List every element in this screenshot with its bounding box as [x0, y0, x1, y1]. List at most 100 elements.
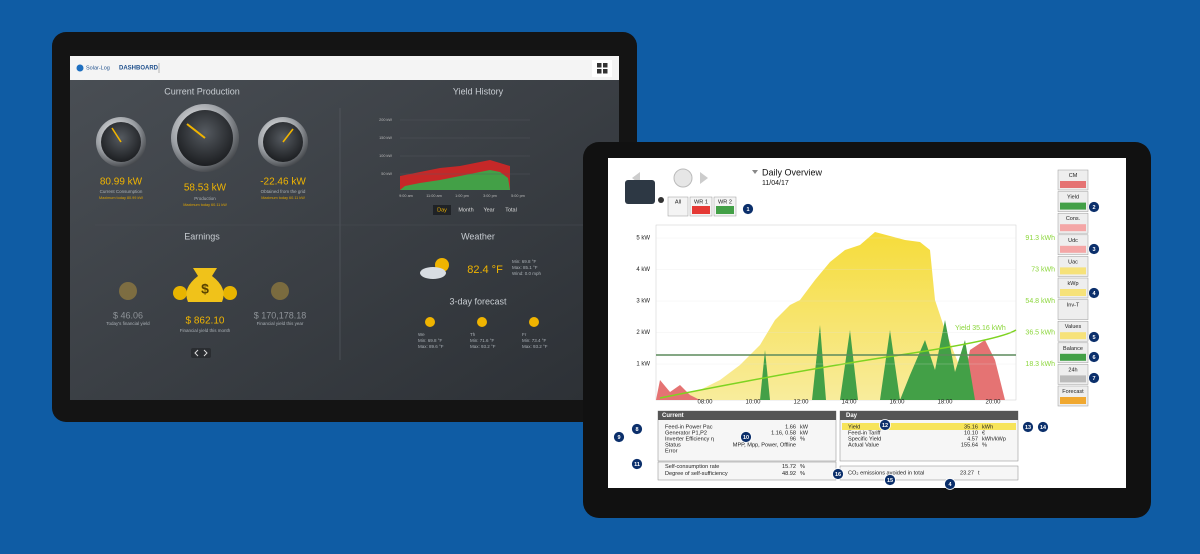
section-title: 3-day forecast [449, 296, 507, 306]
side-button[interactable]: Uac [1057, 256, 1089, 277]
forecast-day: We [418, 332, 425, 337]
side-button-label[interactable]: kWp [1068, 281, 1079, 287]
summary-unit: % [800, 464, 805, 470]
side-button[interactable]: Forecast [1057, 385, 1089, 407]
menu-dot [603, 63, 608, 68]
callout: 4 [944, 478, 956, 490]
tab-active[interactable] [433, 205, 451, 215]
earning-label: Financial yield this year [257, 321, 304, 326]
row-unit: kW [800, 430, 809, 436]
row-value: 96 [790, 436, 796, 442]
callout-badge [740, 431, 752, 443]
side-button-label[interactable]: CM [1069, 173, 1078, 179]
callout-badge [884, 474, 896, 486]
right-axis-label: 54.8 kWh [1025, 298, 1055, 305]
side-button[interactable]: Inv-T [1057, 299, 1089, 320]
co2-label: CO₂ emissions avoided in total [848, 470, 924, 476]
side-button[interactable]: Balance [1057, 342, 1089, 364]
gauge-sub: Maximum today 80.99 kW [99, 196, 143, 200]
side-button[interactable]: Values [1057, 320, 1089, 342]
x-tick-label: 9:00 am [399, 194, 413, 198]
menu-button[interactable] [592, 60, 612, 77]
side-button-label[interactable]: Yield [1067, 195, 1079, 201]
side-button-label[interactable]: Udc [1068, 238, 1078, 244]
filter-swatch [692, 206, 710, 214]
earning-value: $ 46.06 [113, 310, 143, 320]
zoom-button[interactable] [673, 168, 693, 188]
callout-badge [1088, 201, 1100, 213]
section-title: Current Production [164, 86, 240, 96]
add-icon[interactable] [658, 197, 664, 203]
side-button-label[interactable]: Cons. [1066, 216, 1081, 222]
right-tablet: Daily Overview 11/04/17 All WR 1 WR 2 5 … [583, 142, 1151, 518]
summary-value: 15.72 [782, 464, 796, 470]
callout-badge [613, 431, 625, 443]
side-button[interactable]: CM [1057, 169, 1089, 191]
side-button[interactable]: Yield [1057, 191, 1089, 212]
gauge-sub: Maximum today 60.11 kW [183, 203, 227, 207]
callout-badge [1088, 372, 1100, 384]
row-unit: kWh/kWp [982, 436, 1006, 442]
x-tick-label: 1:00 pm [455, 194, 469, 198]
row-value: 10.10 [964, 430, 978, 436]
side-button[interactable]: kWp [1057, 277, 1089, 299]
callout: 8 [631, 423, 643, 435]
row-value: 1.16, 0.58 [771, 430, 796, 436]
forecast-max: Max: 93.2 °F [522, 344, 548, 349]
yield-line [659, 329, 1017, 399]
x-tick-label: 14:00 [841, 400, 857, 406]
side-button-label[interactable]: Inv-T [1067, 303, 1080, 309]
menu-bg[interactable] [592, 60, 612, 77]
logo: Solar-Log [86, 65, 110, 71]
filter-label[interactable]: WR 1 [694, 199, 708, 205]
callout-badge [1088, 243, 1100, 255]
callout-badge [1037, 421, 1049, 433]
callout-number: 12 [882, 423, 888, 429]
pager-arrows[interactable] [194, 349, 208, 357]
side-button-swatch [1060, 267, 1086, 275]
side-button-swatch [1060, 353, 1086, 361]
dropdown-arrow[interactable] [752, 170, 758, 174]
side-button-label[interactable]: Balance [1063, 346, 1083, 352]
side-button-swatch [1060, 181, 1086, 188]
filter-label[interactable]: All [675, 199, 681, 205]
summary-label: Self-consumption rate [665, 464, 719, 470]
side-button[interactable]: 24h [1057, 364, 1089, 385]
header-title[interactable]: DASHBOARD [119, 66, 159, 72]
callout-badge [1088, 331, 1100, 343]
right-axis-label: 18.3 kWh [1025, 361, 1055, 368]
tab[interactable]: Month [458, 207, 473, 213]
tab[interactable]: Total [505, 207, 517, 213]
tab[interactable]: Year [483, 207, 494, 213]
pager-bg[interactable] [191, 348, 211, 358]
row-label: Feed-in Power Pac [665, 424, 713, 430]
callout-number: 4 [1092, 291, 1096, 297]
self-consumption-area [760, 320, 975, 400]
callout: 4 [1088, 287, 1100, 299]
gauge-label: Obtained from the grid [261, 189, 306, 194]
row-unit: % [800, 436, 805, 442]
callout-badge [1088, 287, 1100, 299]
side-button[interactable]: Udc [1057, 234, 1089, 256]
panel-title: Current [662, 413, 684, 419]
row-label: Status [665, 442, 681, 448]
side-button-label[interactable]: 24h [1068, 367, 1077, 373]
side-button-swatch [1060, 310, 1086, 318]
side-button-label[interactable]: Forecast [1062, 389, 1084, 395]
filter-label[interactable]: WR 2 [718, 199, 732, 205]
side-buttons: CM Yield Cons. Udc Uac kWp Inv-T Values Balance 2… [1057, 169, 1089, 407]
side-button-label[interactable]: Values [1065, 324, 1082, 330]
callout-number: 3 [1092, 247, 1095, 253]
left-tablet: Solar-Log DASHBOARD Current Production [52, 32, 637, 422]
side-button[interactable]: Cons. [1057, 212, 1089, 234]
row-label: Generator P1,P2 [665, 430, 707, 436]
callout: 1 [742, 203, 754, 215]
tab[interactable]: Day [437, 207, 447, 213]
side-button-label[interactable]: Uac [1068, 259, 1078, 265]
filter-button[interactable] [667, 196, 689, 217]
x-tick-label: 16:00 [889, 400, 905, 406]
callout-badge [631, 458, 643, 470]
pager[interactable] [191, 348, 211, 358]
overview-date: 11/04/17 [762, 180, 789, 187]
